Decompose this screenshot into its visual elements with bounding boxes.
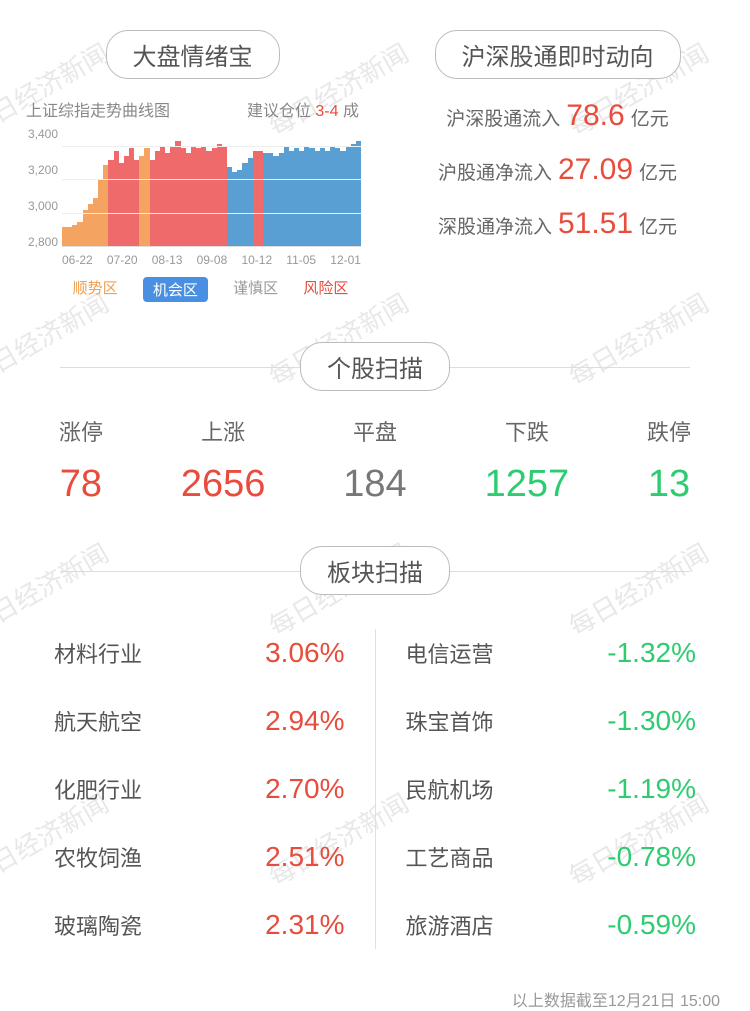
sector-row-gainer: 农牧饲渔 2.51% xyxy=(30,823,369,891)
stat-label: 下跌 xyxy=(485,415,570,447)
sector-row-loser: 珠宝首饰 -1.30% xyxy=(382,687,721,755)
sector-value: -0.78% xyxy=(607,841,696,873)
legend-chance: 机会区 xyxy=(143,277,208,302)
stat-label: 涨停 xyxy=(59,415,103,447)
sector-value: 2.70% xyxy=(265,773,344,805)
sentiment-title: 大盘情绪宝 xyxy=(106,30,280,79)
gainers-column: 材料行业 3.06%航天航空 2.94%化肥行业 2.70%农牧饲渔 2.51%… xyxy=(30,619,369,959)
northbound-row: 沪深股通流入 78.6 亿元 xyxy=(385,99,730,133)
stat-item: 下跌 1257 xyxy=(485,415,570,506)
flow-unit: 亿元 xyxy=(639,212,677,239)
flow-unit: 亿元 xyxy=(631,104,669,131)
stat-value: 13 xyxy=(647,463,691,506)
sector-name: 工艺商品 xyxy=(406,841,494,873)
stat-value: 2656 xyxy=(181,463,266,506)
sector-name: 民航机场 xyxy=(406,773,494,805)
sector-row-loser: 工艺商品 -0.78% xyxy=(382,823,721,891)
legend-trend: 顺势区 xyxy=(73,277,118,302)
sector-name: 材料行业 xyxy=(54,637,142,669)
sector-value: -0.59% xyxy=(607,909,696,941)
flow-value: 51.51 xyxy=(558,207,633,241)
sector-row-loser: 民航机场 -1.19% xyxy=(382,755,721,823)
sector-value: 2.94% xyxy=(265,705,344,737)
stock-scan-header: 个股扫描 xyxy=(0,342,750,391)
northbound-title: 沪深股通即时动向 xyxy=(435,30,681,79)
flow-value: 27.09 xyxy=(558,153,633,187)
sector-row-gainer: 材料行业 3.06% xyxy=(30,619,369,687)
northbound-panel: 沪深股通即时动向 沪深股通流入 78.6 亿元沪股通净流入 27.09 亿元深股… xyxy=(365,30,730,302)
sector-row-gainer: 航天航空 2.94% xyxy=(30,687,369,755)
chart-legend: 顺势区 机会区 谨慎区 风险区 xyxy=(20,267,365,302)
stat-value: 78 xyxy=(59,463,103,506)
sector-value: -1.19% xyxy=(607,773,696,805)
stat-label: 跌停 xyxy=(647,415,691,447)
chart-subtitle: 上证综指走势曲线图 xyxy=(26,97,170,121)
sector-row-loser: 旅游酒店 -0.59% xyxy=(382,891,721,959)
legend-caution: 谨慎区 xyxy=(233,277,278,302)
sector-row-loser: 电信运营 -1.32% xyxy=(382,619,721,687)
sector-value: 2.31% xyxy=(265,909,344,941)
sector-row-gainer: 化肥行业 2.70% xyxy=(30,755,369,823)
sector-name: 旅游酒店 xyxy=(406,909,494,941)
sector-name: 航天航空 xyxy=(54,705,142,737)
stock-stats: 涨停 78 上涨 2656 平盘 184 下跌 1257 跌停 13 xyxy=(0,415,750,506)
flow-unit: 亿元 xyxy=(639,158,677,185)
footer-note: 以上数据截至12月21日 15:00 xyxy=(0,959,750,1011)
legend-risk: 风险区 xyxy=(303,277,348,302)
flow-label: 沪股通净流入 xyxy=(438,158,552,185)
stat-label: 平盘 xyxy=(343,415,406,447)
northbound-row: 沪股通净流入 27.09 亿元 xyxy=(385,153,730,187)
stat-item: 上涨 2656 xyxy=(181,415,266,506)
losers-column: 电信运营 -1.32%珠宝首饰 -1.30%民航机场 -1.19%工艺商品 -0… xyxy=(382,619,721,959)
sector-value: 2.51% xyxy=(265,841,344,873)
sector-name: 玻璃陶瓷 xyxy=(54,909,142,941)
sector-scan-header: 板块扫描 xyxy=(0,546,750,595)
flow-label: 深股通净流入 xyxy=(438,212,552,239)
vertical-divider xyxy=(375,629,376,949)
northbound-row: 深股通净流入 51.51 亿元 xyxy=(385,207,730,241)
sector-name: 珠宝首饰 xyxy=(406,705,494,737)
sector-row-gainer: 玻璃陶瓷 2.31% xyxy=(30,891,369,959)
stat-label: 上涨 xyxy=(181,415,266,447)
stat-value: 1257 xyxy=(485,463,570,506)
sector-name: 农牧饲渔 xyxy=(54,841,142,873)
position-suggestion: 建议仓位 3-4 成 xyxy=(247,97,359,121)
stat-item: 涨停 78 xyxy=(59,415,103,506)
sentiment-panel: 大盘情绪宝 上证综指走势曲线图 建议仓位 3-4 成 3,4003,2003,0… xyxy=(20,30,365,302)
sector-name: 化肥行业 xyxy=(54,773,142,805)
sector-grid: 材料行业 3.06%航天航空 2.94%化肥行业 2.70%农牧饲渔 2.51%… xyxy=(0,619,750,959)
sector-value: 3.06% xyxy=(265,637,344,669)
flow-label: 沪深股通流入 xyxy=(446,104,560,131)
flow-value: 78.6 xyxy=(566,99,624,133)
top-row: 大盘情绪宝 上证综指走势曲线图 建议仓位 3-4 成 3,4003,2003,0… xyxy=(0,0,750,302)
sector-name: 电信运营 xyxy=(406,637,494,669)
stat-value: 184 xyxy=(343,463,406,506)
stat-item: 跌停 13 xyxy=(647,415,691,506)
index-chart: 3,4003,2003,0002,800 06-2207-2008-1309-0… xyxy=(20,127,365,267)
sector-value: -1.30% xyxy=(607,705,696,737)
stat-item: 平盘 184 xyxy=(343,415,406,506)
sector-value: -1.32% xyxy=(607,637,696,669)
